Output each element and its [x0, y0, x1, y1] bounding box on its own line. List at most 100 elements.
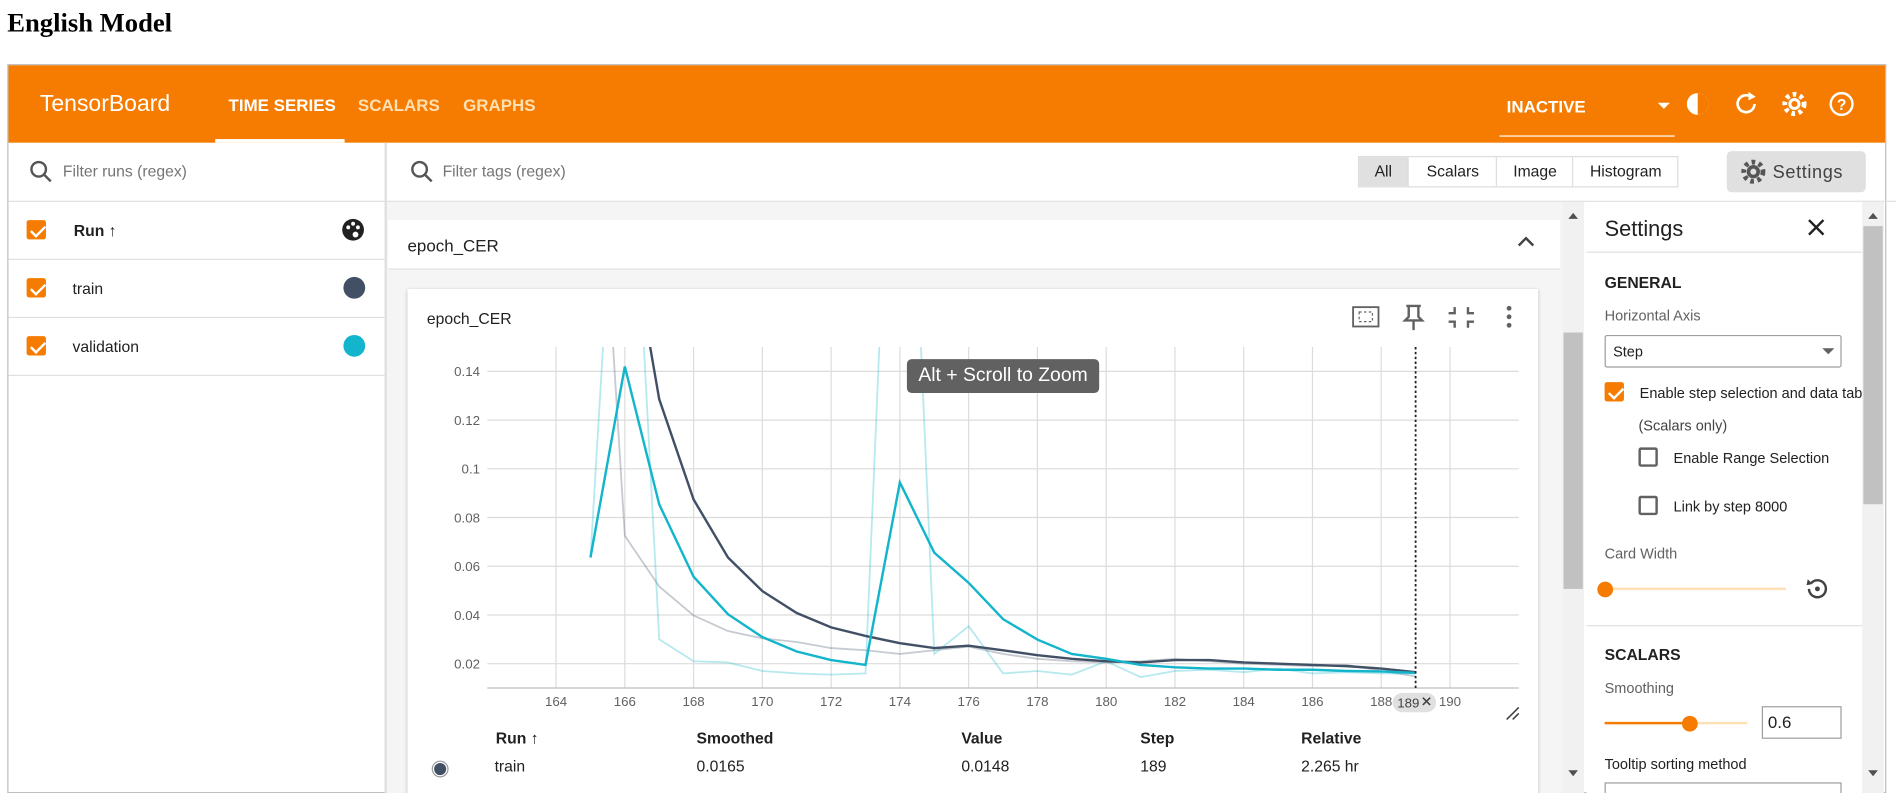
x-tick-label: 172: [820, 694, 842, 709]
toolbar-icons[interactable]: ?: [1652, 87, 1870, 123]
toolbar: [8, 65, 1886, 143]
checkbox[interactable]: [26, 278, 46, 298]
slider-knob[interactable]: [1682, 715, 1699, 732]
table-cell: 0.0148: [961, 756, 1010, 776]
smoothing-input[interactable]: [1761, 706, 1842, 739]
note: (Scalars only): [1638, 417, 1728, 435]
group-header[interactable]: [388, 220, 1560, 270]
field-label: Smoothing: [1604, 679, 1674, 697]
reset-icon[interactable]: [1804, 577, 1828, 601]
checkbox[interactable]: [26, 220, 46, 240]
tab[interactable]: GRAPHS: [463, 95, 536, 115]
section-title: GENERAL: [1604, 273, 1682, 292]
table-header[interactable]: Run ↑: [495, 729, 539, 748]
y-tick-label: 0.1: [462, 462, 481, 477]
checkbox-label[interactable]: Link by step 8000: [1673, 498, 1788, 516]
x-tick-label: 168: [683, 694, 705, 709]
line: [648, 347, 1416, 674]
checkbox[interactable]: [1638, 447, 1658, 467]
collapse-icon[interactable]: [1516, 235, 1535, 250]
select-underline: [1499, 135, 1675, 137]
line: [589, 366, 1416, 675]
card-icons[interactable]: [1349, 302, 1524, 333]
table-cell: train: [494, 756, 526, 776]
x-tick-label: 182: [1164, 694, 1186, 709]
checkbox[interactable]: [1604, 382, 1624, 402]
run-color[interactable]: [343, 334, 366, 357]
scroll-thumb[interactable]: [1863, 226, 1883, 505]
run-name: validation: [72, 337, 139, 356]
checkbox-label[interactable]: Enable step selection and data table: [1639, 384, 1863, 402]
x-tick-label: 170: [751, 694, 773, 709]
slider-track[interactable]: [1604, 587, 1786, 591]
select-value[interactable]: Step: [1613, 343, 1643, 361]
status-select[interactable]: INACTIVE: [1506, 96, 1586, 117]
filter-button[interactable]: Scalars: [1407, 157, 1497, 187]
settings-button-label[interactable]: Settings: [1772, 162, 1844, 183]
field-label: Card Width: [1604, 545, 1678, 563]
run-color[interactable]: [343, 276, 366, 299]
filter-button[interactable]: Image: [1495, 157, 1573, 187]
search-icon: [30, 160, 52, 183]
x-tick-label: 164: [545, 694, 567, 709]
checkbox[interactable]: [26, 336, 46, 356]
tags-filter[interactable]: Filter tags (regex): [442, 162, 566, 181]
table-header: Smoothed: [696, 729, 774, 748]
table-cell: 189: [1140, 756, 1167, 776]
raw-line: [612, 347, 1416, 678]
step-close: [1422, 697, 1431, 706]
slider-knob[interactable]: [1597, 581, 1614, 598]
y-tick-label: 0.14: [454, 364, 480, 379]
search-icon: [411, 160, 433, 183]
x-tick-label: 190: [1439, 694, 1461, 709]
scroll-arrows[interactable]: [1865, 208, 1882, 781]
run-name: train: [72, 279, 104, 298]
checkbox[interactable]: [1638, 495, 1658, 516]
raw-line: [589, 347, 1416, 679]
y-tick-label: 0.12: [454, 413, 480, 428]
tab[interactable]: TIME SERIES: [228, 95, 336, 115]
y-tick-label: 0.08: [454, 510, 480, 525]
group-title: epoch_CER: [407, 235, 499, 256]
palette-icon[interactable]: [341, 218, 365, 242]
chart[interactable]: 0.02 0.04 0.06 0.08 0.1 0.12 0.14 164 166 168 170 1…: [408, 339, 1539, 738]
x-tick-label: 178: [1026, 694, 1048, 709]
field-label: Tooltip sorting method: [1604, 755, 1747, 773]
row-color: [432, 761, 448, 777]
gear-icon: [1741, 159, 1766, 184]
y-tick-label: 0.06: [454, 559, 480, 574]
table-header: Step: [1140, 729, 1175, 748]
scroll-arrows[interactable]: [1565, 208, 1582, 781]
table-header: Value: [961, 729, 1003, 748]
smoothing-value[interactable]: 0.6: [1767, 712, 1792, 732]
y-tick-label: 0.02: [454, 657, 480, 672]
step-chip: [1392, 692, 1437, 713]
select[interactable]: [1604, 782, 1842, 793]
filter-button[interactable]: Histogram: [1571, 157, 1678, 187]
page-title: English Model: [7, 7, 173, 38]
settings-panel: [1586, 201, 1863, 793]
tab[interactable]: SCALARS: [357, 95, 440, 115]
card-title: epoch_CER: [426, 309, 512, 328]
checkbox-label[interactable]: Enable Range Selection: [1673, 449, 1830, 467]
field-label: Horizontal Axis: [1604, 307, 1701, 325]
divider: [384, 142, 387, 793]
table-header: Relative: [1301, 729, 1362, 748]
x-tick-label: 166: [614, 694, 636, 709]
resize-handle: [1506, 706, 1520, 721]
y-tick-label: 0.04: [454, 608, 480, 623]
filter-button[interactable]: All: [1359, 157, 1408, 187]
select[interactable]: [1604, 334, 1842, 368]
runs-filter[interactable]: Filter runs (regex): [62, 162, 187, 181]
x-tick-label: 180: [1095, 694, 1117, 709]
brand: TensorBoard: [39, 91, 171, 118]
runs-header[interactable]: Run ↑: [73, 221, 117, 240]
scroll-thumb[interactable]: [1563, 332, 1583, 589]
settings-title: Settings: [1604, 216, 1684, 241]
step-label: 189: [1397, 695, 1419, 710]
x-tick-label: 176: [958, 694, 980, 709]
zoom-hint: Alt + Scroll to Zoom: [906, 359, 1100, 393]
close-icon[interactable]: [1807, 218, 1826, 237]
tab-indicator: [215, 139, 345, 143]
